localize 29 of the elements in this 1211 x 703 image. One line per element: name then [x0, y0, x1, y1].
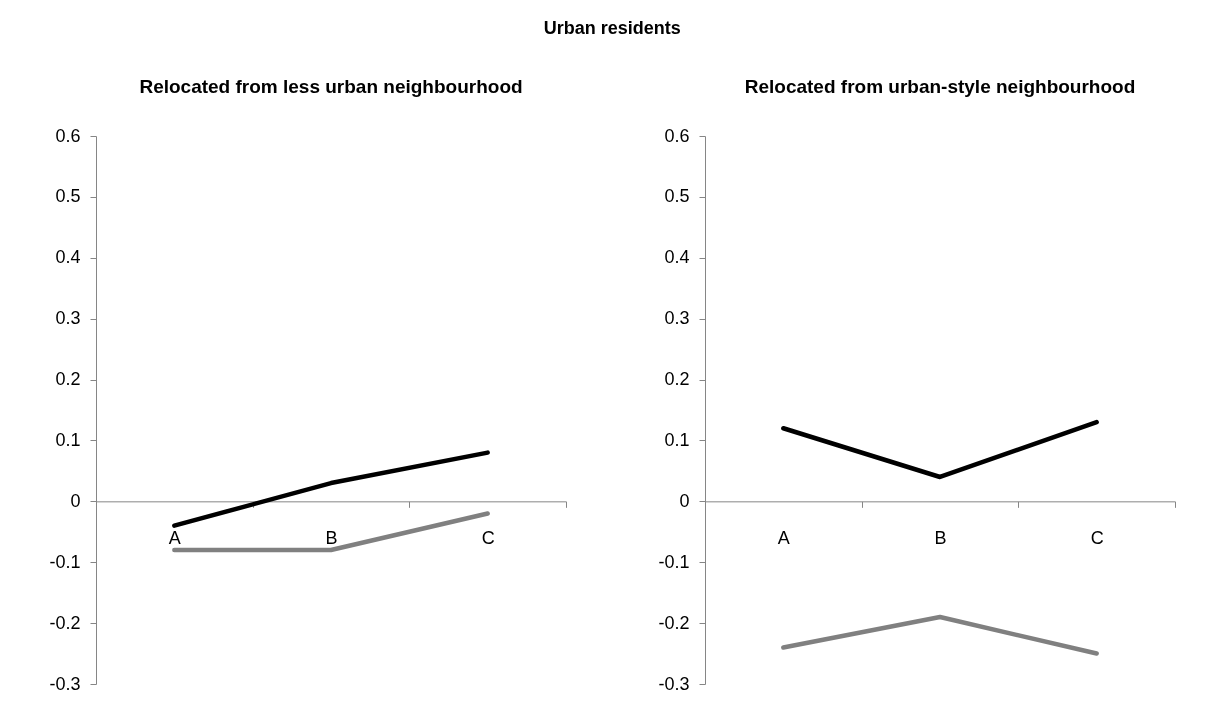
y-tick-label: 0.1 [55, 429, 81, 450]
x-tick-label: A [777, 527, 790, 548]
y-tick-label: -0.3 [658, 673, 690, 694]
y-tick-label: 0 [70, 490, 81, 511]
x-tick-label: C [481, 527, 495, 548]
y-tick-label: -0.1 [658, 551, 690, 572]
y-tick-label: 0.3 [55, 308, 81, 329]
chart-title: Relocated from less urban neighbourhood [139, 76, 523, 97]
chart-title: Relocated from urban-style neighbourhood [744, 76, 1136, 97]
x-tick-label: B [934, 527, 947, 548]
y-tick-label: -0.2 [49, 612, 81, 633]
y-tick-label: 0.6 [55, 125, 81, 146]
y-tick-label: 0 [679, 490, 690, 511]
y-tick-label: 0.2 [664, 369, 690, 390]
y-tick-label: 0.3 [664, 308, 690, 329]
text: Urban residents [543, 18, 681, 38]
x-tick-label: B [325, 527, 338, 548]
y-tick-label: 0.4 [55, 247, 81, 268]
y-tick-label: -0.2 [658, 612, 690, 633]
y-tick-label: 0.4 [664, 247, 690, 268]
x-tick-label: A [168, 527, 181, 548]
y-tick-label: 0.5 [55, 186, 81, 207]
y-tick-label: 0.6 [664, 125, 690, 146]
y-tick-label: -0.3 [49, 673, 81, 694]
y-tick-label: 0.1 [664, 429, 690, 450]
y-tick-label: -0.1 [49, 551, 81, 572]
y-tick-label: 0.5 [664, 186, 690, 207]
y-tick-label: 0.2 [55, 369, 81, 390]
x-tick-label: C [1090, 527, 1104, 548]
